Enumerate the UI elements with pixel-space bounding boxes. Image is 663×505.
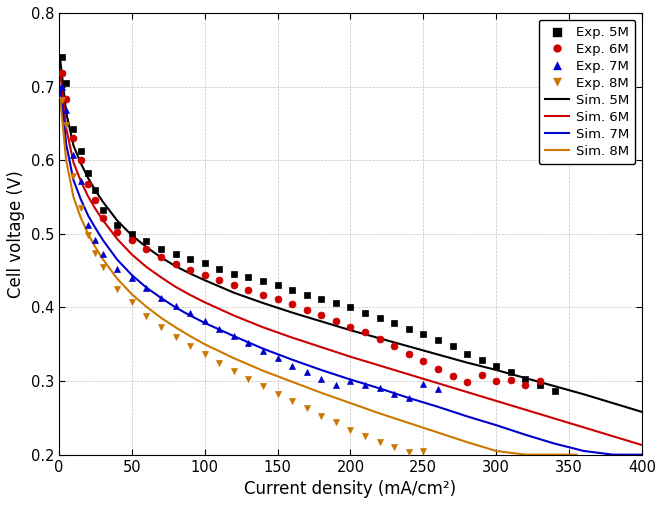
- Y-axis label: Cell voltage (V): Cell voltage (V): [7, 170, 25, 297]
- X-axis label: Current density (mA/cm²): Current density (mA/cm²): [245, 480, 457, 498]
- Legend: Exp. 5M, Exp. 6M, Exp. 7M, Exp. 8M, Sim. 5M, Sim. 6M, Sim. 7M, Sim. 8M: Exp. 5M, Exp. 6M, Exp. 7M, Exp. 8M, Sim.…: [538, 20, 635, 165]
